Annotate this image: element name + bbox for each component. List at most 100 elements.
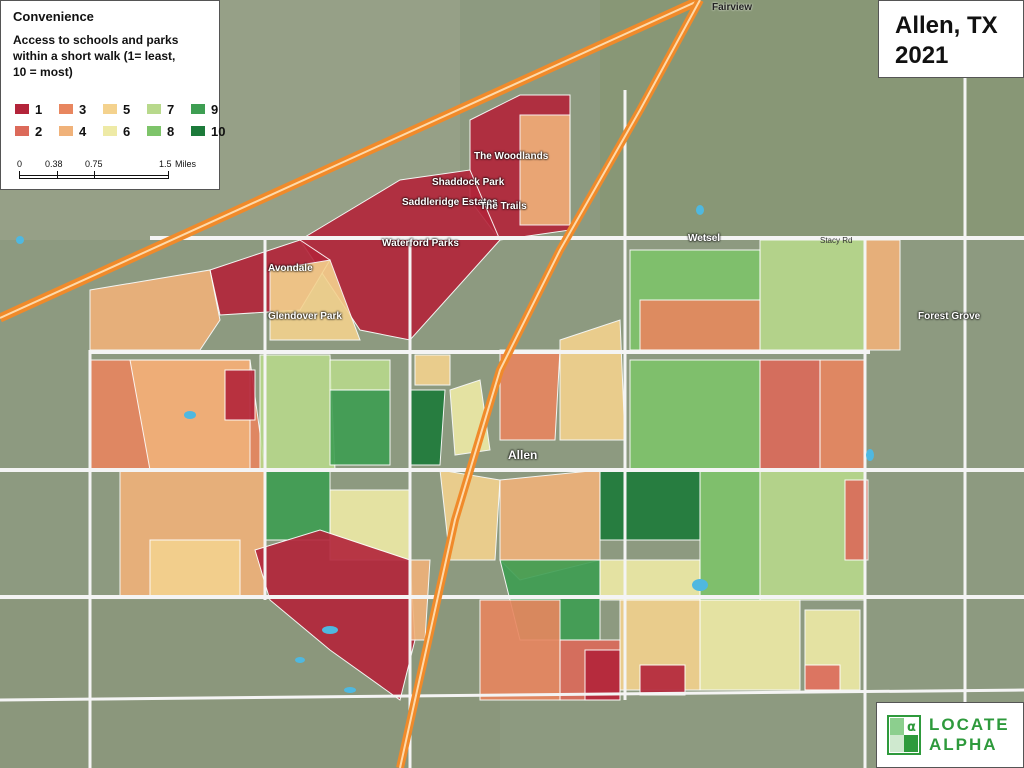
legend-swatch <box>59 104 73 114</box>
neighborhood-patch-class-3[interactable] <box>819 359 866 471</box>
legend-label: 5 <box>123 101 131 117</box>
place-label-the-woodlands: The Woodlands <box>474 151 549 162</box>
neighborhood-patch-class-7[interactable] <box>329 359 391 391</box>
neighborhood-patch-class-1[interactable] <box>254 529 416 701</box>
water-features <box>16 205 874 693</box>
neighborhood-patch-class-1[interactable] <box>639 664 686 696</box>
legend-label: 9 <box>211 101 219 117</box>
scale-tick <box>168 171 169 179</box>
neighborhood-patch-class-9[interactable] <box>329 389 391 466</box>
locate-alpha-logo: α LOCATE ALPHA <box>876 702 1024 768</box>
map-year: 2021 <box>895 42 949 69</box>
legend-item-7: 7 <box>147 101 191 117</box>
highway-121-edge <box>0 0 701 319</box>
neighborhood-patch-class-1[interactable] <box>584 649 621 701</box>
place-label-the-trails: The Trails <box>480 201 527 212</box>
neighborhood-patch-class-4[interactable] <box>864 239 901 351</box>
road-label-stacy: Stacy Rd <box>820 236 853 245</box>
place-label-allen: Allen <box>508 448 538 462</box>
legend-item-3: 3 <box>59 101 103 117</box>
neighborhood-patch-class-7[interactable] <box>759 239 866 351</box>
legend-subtitle-line: within a short walk (1= least, <box>13 49 176 63</box>
legend-label: 4 <box>79 123 87 139</box>
scale-tick-label: 0.38 <box>45 159 63 169</box>
legend-swatches: 1 3 5 7 9 2 4 6 8 10 <box>15 101 235 145</box>
legend-label: 7 <box>167 101 175 117</box>
neighborhood-patch-class-5[interactable] <box>149 539 241 598</box>
place-label-saddleridge: Saddleridge Estates <box>402 197 498 208</box>
place-label-glendover-park: Glendover Park <box>268 311 342 322</box>
neighborhood-patch-class-9[interactable] <box>264 469 331 541</box>
legend-swatch <box>147 104 161 114</box>
legend-swatch <box>191 126 205 136</box>
choropleth-layer <box>89 94 901 701</box>
svg-text:α: α <box>907 720 916 735</box>
neighborhood-patch-class-8[interactable] <box>699 469 761 601</box>
legend-subtitle-line: Access to schools and parks <box>13 33 179 47</box>
neighborhood-patch-class-3[interactable] <box>499 349 561 441</box>
city-name: Allen, TX <box>895 12 998 39</box>
neighborhood-patch-class-6[interactable] <box>699 599 801 691</box>
legend-item-9: 9 <box>191 101 235 117</box>
neighborhood-patch-class-6[interactable] <box>599 559 701 601</box>
legend-swatch <box>15 104 29 114</box>
neighborhood-patch-class-3[interactable] <box>639 299 761 351</box>
neighborhood-patch-class-10[interactable] <box>409 389 446 466</box>
scale-tick-label: 1.5 <box>159 159 172 169</box>
neighborhood-patch-class-1[interactable] <box>224 369 256 421</box>
legend-item-2: 2 <box>15 123 59 139</box>
legend-label: 6 <box>123 123 131 139</box>
neighborhood-patch-class-3[interactable] <box>479 599 561 701</box>
legend-swatch <box>15 126 29 136</box>
legend-swatch <box>103 104 117 114</box>
place-label-avondale: Avondale <box>268 263 313 274</box>
scale-tick <box>19 171 20 179</box>
neighborhood-patch-class-5[interactable] <box>269 259 361 341</box>
legend-panel: Convenience Access to schools and parks … <box>0 0 225 190</box>
scale-bar: 0 0.38 0.75 1.5 Miles <box>13 159 213 187</box>
scale-tick <box>94 171 95 179</box>
city-title-box: Allen, TX 2021 <box>878 0 1024 78</box>
neighborhood-patch-class-5[interactable] <box>559 319 626 441</box>
legend-item-8: 8 <box>147 123 191 139</box>
legend-item-1: 1 <box>15 101 59 117</box>
neighborhood-patch-class-7[interactable] <box>259 354 336 471</box>
logo-line: LOCATE <box>929 715 1010 734</box>
legend-label: 10 <box>211 123 226 139</box>
place-label-wetsel: Wetsel <box>688 233 721 244</box>
legend-swatch <box>191 104 205 114</box>
neighborhood-patch-class-4[interactable] <box>519 114 571 226</box>
legend-label: 1 <box>35 101 43 117</box>
scale-tick-label: 0.75 <box>85 159 103 169</box>
logo-wordmark: LOCATE ALPHA <box>929 715 1010 755</box>
logo-line: ALPHA <box>929 735 998 754</box>
legend-label: 2 <box>35 123 43 139</box>
scale-unit-label: Miles <box>175 159 197 169</box>
neighborhood-patch-class-4[interactable] <box>89 269 221 351</box>
neighborhood-patch-class-2[interactable] <box>804 664 841 691</box>
legend-item-4: 4 <box>59 123 103 139</box>
legend-label: 8 <box>167 123 175 139</box>
legend-title: Convenience <box>13 9 94 24</box>
place-label-fairview: Fairview <box>712 2 753 13</box>
neighborhood-patch-class-8[interactable] <box>629 359 761 471</box>
scale-tick <box>57 171 58 179</box>
legend-item-6: 6 <box>103 123 147 139</box>
locate-alpha-logo-icon: α <box>887 715 921 755</box>
legend-subtitle-line: 10 = most) <box>13 65 73 79</box>
place-label-forest-grove: Forest Grove <box>918 311 981 322</box>
highway-75-edge <box>399 0 701 768</box>
legend-item-10: 10 <box>191 123 235 139</box>
legend-swatch <box>147 126 161 136</box>
neighborhood-patch-class-10[interactable] <box>599 469 701 541</box>
place-label-shaddock-park: Shaddock Park <box>432 177 505 188</box>
legend-item-5: 5 <box>103 101 147 117</box>
legend-label: 3 <box>79 101 87 117</box>
neighborhood-patch-class-5[interactable] <box>414 354 451 386</box>
neighborhood-patch-class-2[interactable] <box>844 479 869 561</box>
place-label-waterford-parks: Waterford Parks <box>382 238 459 249</box>
legend-swatch <box>103 126 117 136</box>
neighborhood-patch-class-2[interactable] <box>759 359 821 471</box>
